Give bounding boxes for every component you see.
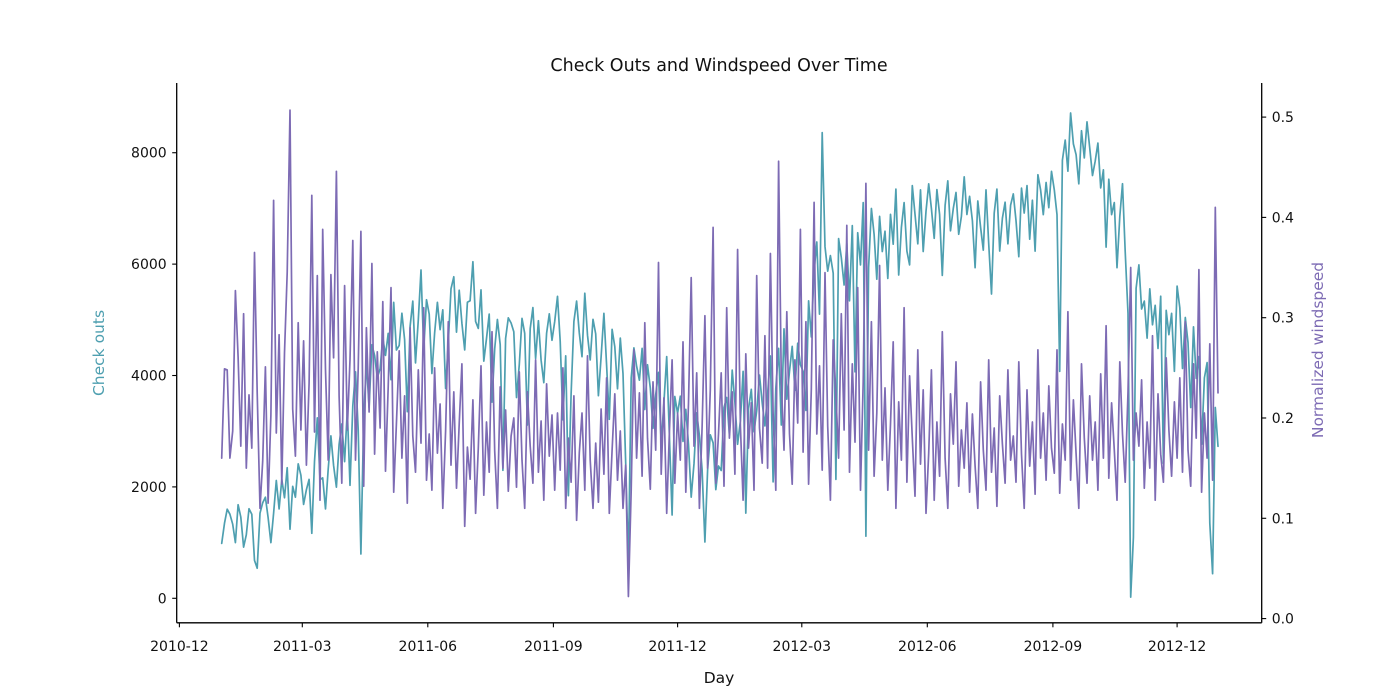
checkouts-line [220,112,1219,598]
x-tick-label: 2010-12 [150,639,209,655]
x-tick-label: 2012-09 [1024,639,1083,655]
x-tick-label: 2012-03 [773,639,832,655]
windspeed-line [220,109,1219,598]
x-tick-label: 2011-06 [399,639,458,655]
y-tick-label-right: 0.0 [1272,612,1294,628]
chart-title: Check Outs and Windspeed Over Time [550,56,888,76]
y-tick-label-left: 0 [158,591,167,607]
y-tick-label-right: 0.5 [1272,110,1294,126]
x-axis-label: Day [703,669,735,687]
y-tick-label-right: 0.1 [1272,511,1294,527]
y-tick-label-left: 2000 [131,480,167,496]
x-tick-label: 2011-12 [648,639,707,655]
y-tick-label-left: 6000 [131,257,167,273]
y-axis-label-left: Check outs [90,309,108,397]
y-tick-label-right: 0.2 [1272,411,1294,427]
x-tick-label: 2012-06 [898,639,957,655]
y-tick-label-left: 8000 [131,146,167,162]
y-tick-label-left: 4000 [131,369,167,385]
x-tick-label: 2011-03 [273,639,332,655]
x-tick-label: 2012-12 [1148,639,1207,655]
y-tick-label-right: 0.4 [1272,210,1294,226]
y-tick-label-right: 0.3 [1272,311,1294,327]
y-axis-label-right: Normalized windspeed [1309,261,1327,439]
x-tick-label: 2011-09 [524,639,583,655]
